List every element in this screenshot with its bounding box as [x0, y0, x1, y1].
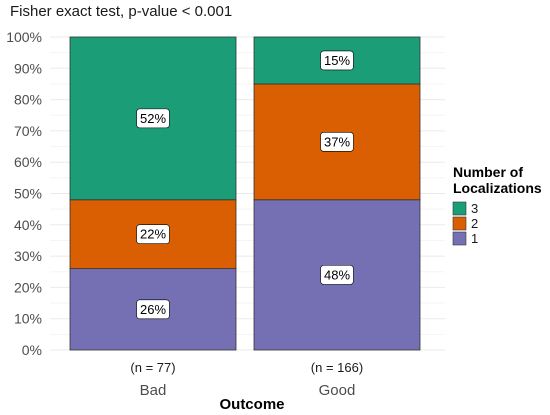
data-label: 15%: [324, 53, 350, 68]
legend-label: 2: [471, 216, 478, 231]
legend-key-3: [452, 201, 467, 216]
y-tick-label: 100%: [6, 29, 42, 45]
x-tick-label: Good: [319, 382, 356, 399]
x-n-label: (n = 166): [311, 360, 363, 375]
y-tick-label: 40%: [14, 217, 42, 233]
legend-label: 3: [471, 201, 478, 216]
legend-label: 1: [471, 231, 478, 246]
y-tick-label: 90%: [14, 60, 42, 76]
y-tick-label: 30%: [14, 248, 42, 264]
data-label-box: [136, 299, 170, 320]
legend-key-2: [452, 216, 467, 231]
y-tick-label: 80%: [14, 92, 42, 108]
y-tick-label: 10%: [14, 311, 42, 327]
y-tick-label: 70%: [14, 123, 42, 139]
data-label-box: [320, 50, 354, 71]
data-label-box: [136, 224, 170, 244]
data-label: 52%: [140, 111, 166, 126]
x-n-label: (n = 77): [130, 360, 175, 375]
data-label: 48%: [324, 267, 350, 282]
y-tick-label: 0%: [22, 342, 42, 358]
data-label-box: [136, 108, 170, 129]
y-tick-label: 20%: [14, 279, 42, 295]
legend-title: Localizations: [453, 180, 542, 196]
x-tick-label: Bad: [140, 382, 167, 399]
y-tick-label: 60%: [14, 154, 42, 170]
data-label-box: [320, 132, 354, 152]
y-tick-label: 50%: [14, 186, 42, 202]
y-axis: 0% 10% 20% 30% 40% 50% 60% 70% 80% 90% 100%: [6, 29, 42, 358]
legend-title: Number of: [453, 164, 523, 180]
data-label: 37%: [324, 134, 350, 149]
x-axis: (n = 77) Bad (n = 166) Good: [130, 360, 363, 399]
x-axis-title: Outcome: [219, 396, 284, 413]
data-labels: 26% 22% 52% 48% 37% 15%: [136, 50, 354, 320]
data-label-box: [320, 265, 354, 285]
chart-title: Fisher exact test, p-value < 0.001: [10, 3, 232, 20]
data-label: 22%: [140, 227, 166, 242]
data-label: 26%: [140, 302, 166, 317]
legend-key-1: [452, 231, 467, 246]
